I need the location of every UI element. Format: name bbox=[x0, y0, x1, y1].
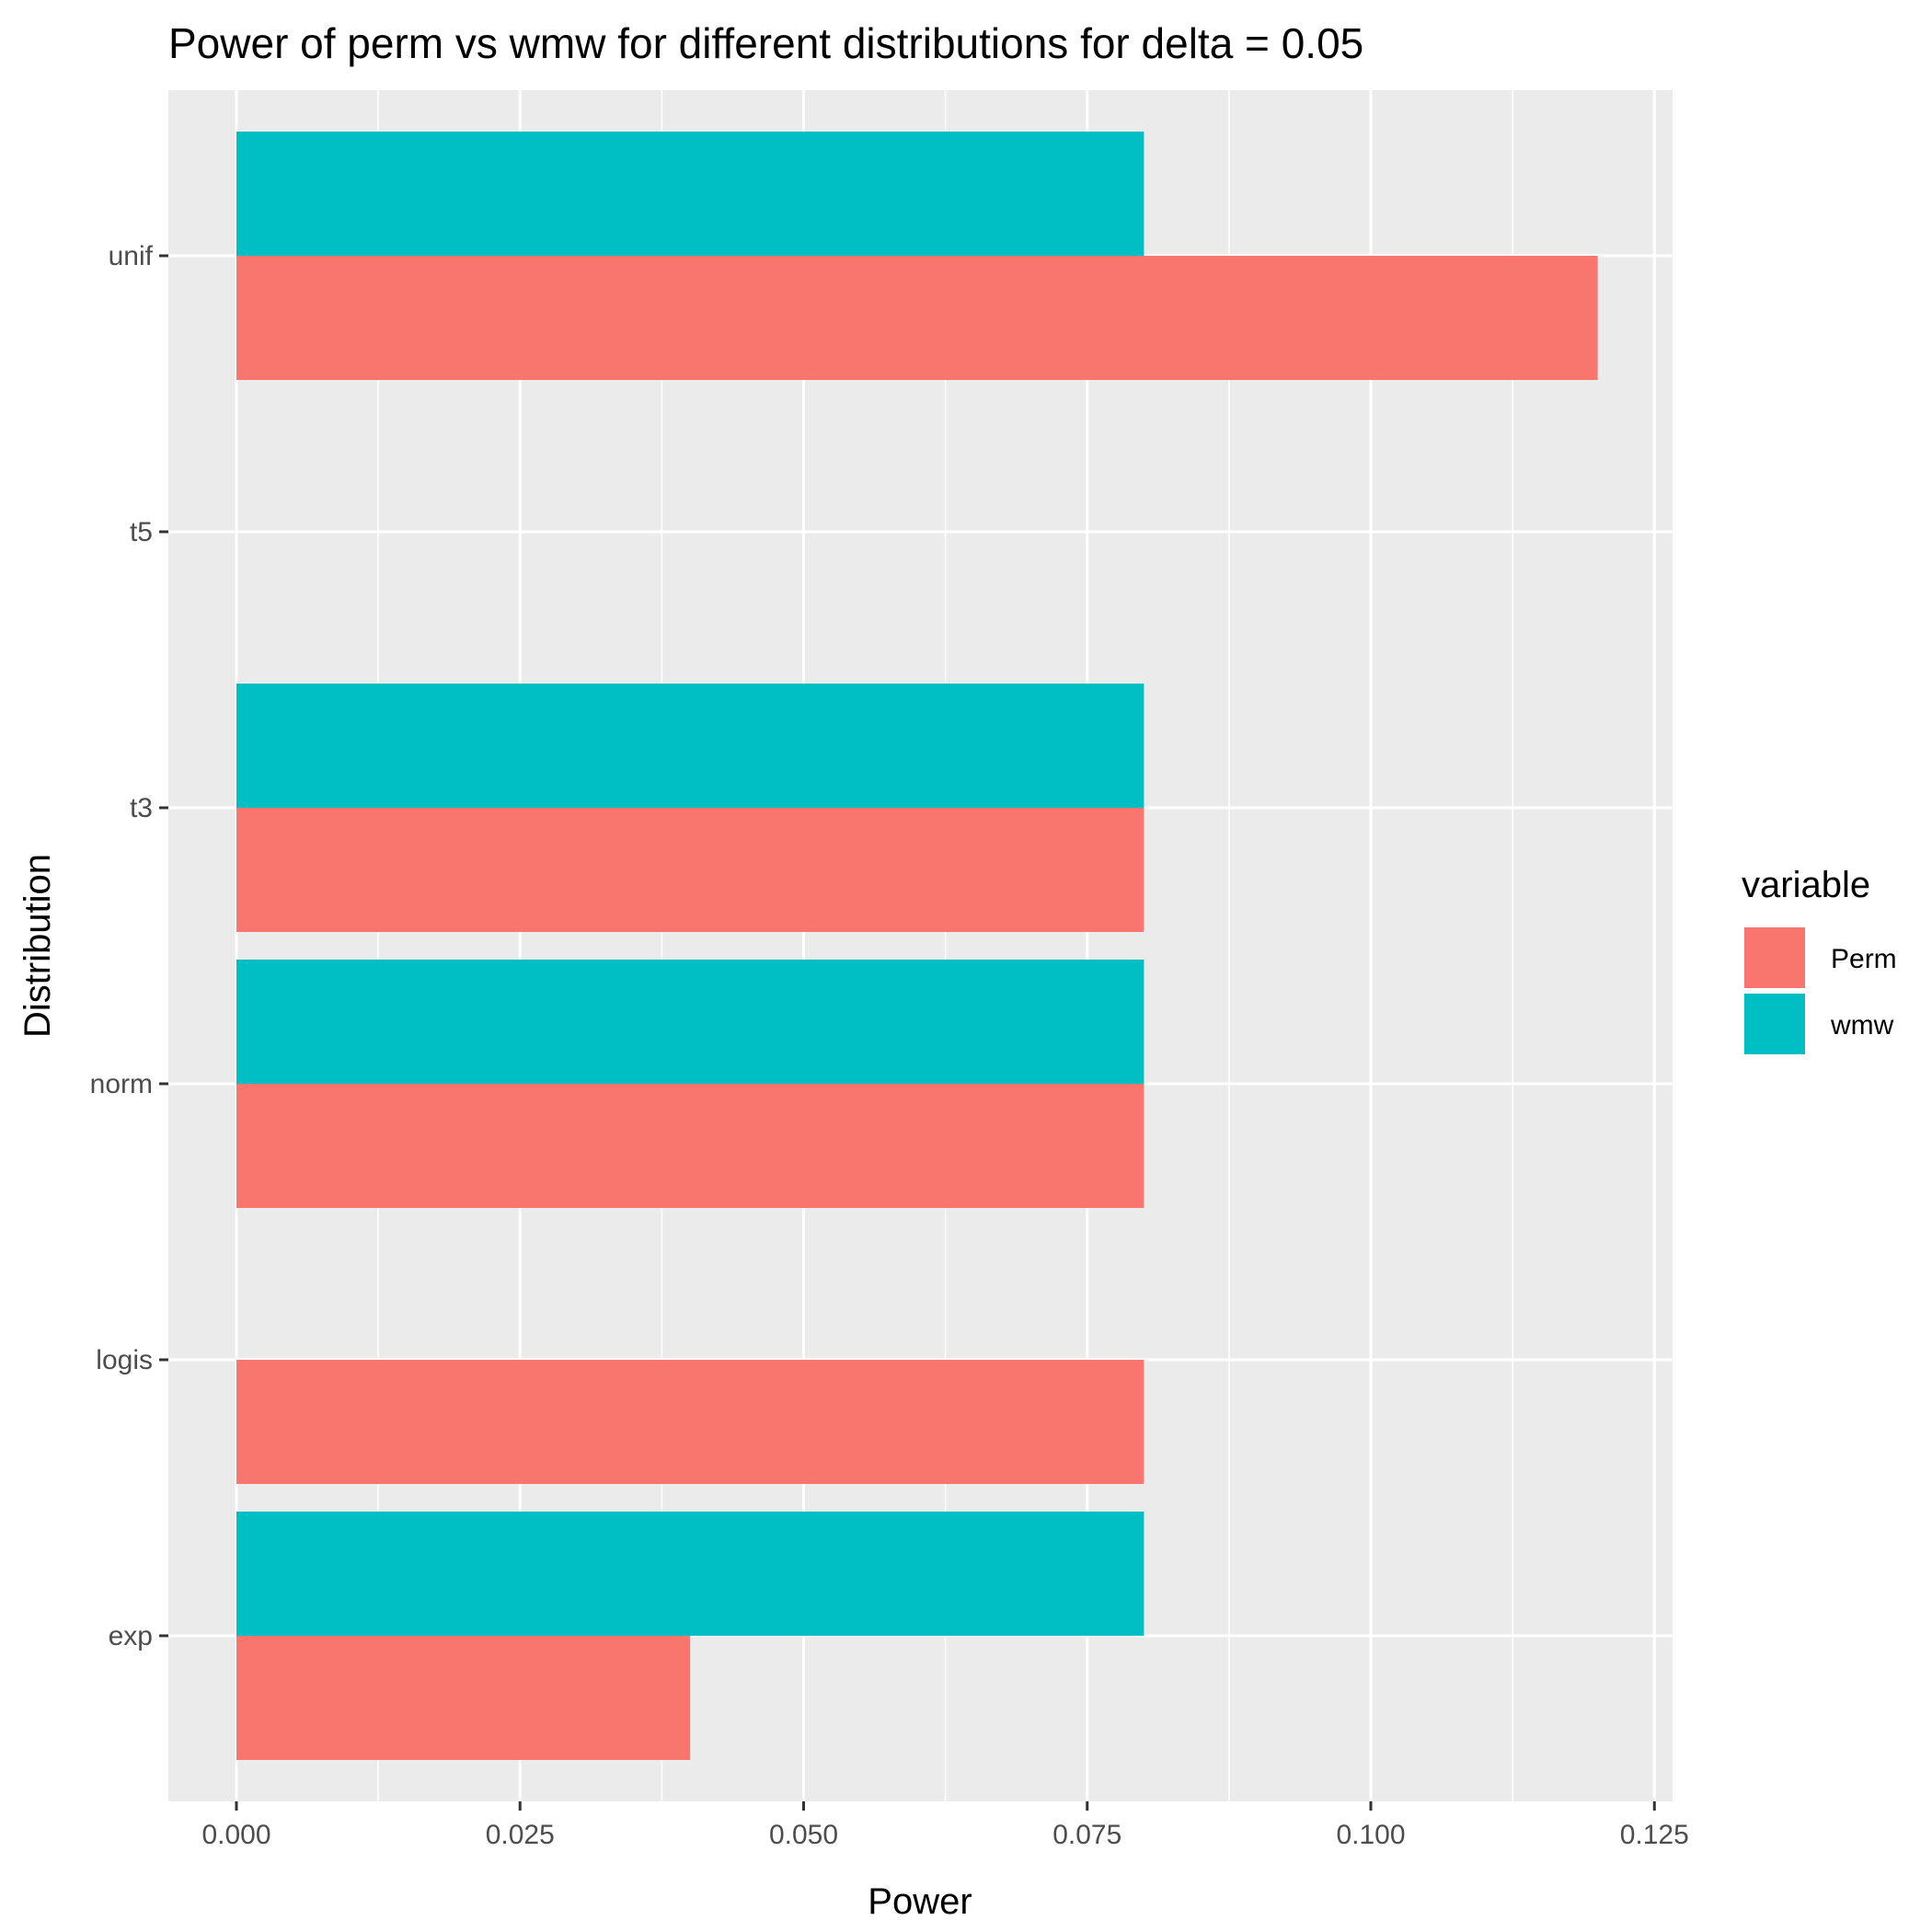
x-tick-label: 0.100 bbox=[1336, 1820, 1405, 1850]
x-tick-label: 0.125 bbox=[1620, 1820, 1689, 1850]
y-axis: exp logis norm t3 t5 unif bbox=[90, 241, 168, 1651]
legend-label: Perm bbox=[1831, 944, 1897, 974]
legend-title: variable bbox=[1742, 865, 1870, 905]
x-tick-label: 0.075 bbox=[1052, 1820, 1121, 1850]
bar-perm-norm bbox=[236, 1084, 1144, 1208]
y-tick-label: t5 bbox=[130, 517, 153, 547]
y-tick-label: t3 bbox=[130, 793, 153, 823]
bar-perm-logis bbox=[236, 1360, 1144, 1484]
bar-perm-exp bbox=[236, 1636, 691, 1760]
bar-wmw-exp bbox=[236, 1512, 1144, 1636]
chart-title: Power of perm vs wmw for different distr… bbox=[168, 19, 1363, 67]
bar-perm-unif bbox=[236, 256, 1598, 380]
bars bbox=[236, 132, 1598, 1760]
y-tick-label: exp bbox=[109, 1621, 153, 1651]
bar-perm-t3 bbox=[236, 808, 1144, 932]
x-tick-label: 0.025 bbox=[486, 1820, 555, 1850]
y-axis-title: Distribution bbox=[17, 854, 58, 1038]
x-tick-label: 0.000 bbox=[201, 1820, 270, 1850]
y-tick-label: logis bbox=[96, 1345, 153, 1375]
y-tick-label: unif bbox=[109, 241, 154, 271]
bar-wmw-norm bbox=[236, 960, 1144, 1084]
x-tick-label: 0.050 bbox=[769, 1820, 838, 1850]
legend-key-wmw bbox=[1744, 994, 1805, 1054]
legend-label: wmw bbox=[1830, 1010, 1894, 1041]
bar-wmw-t3 bbox=[236, 684, 1144, 808]
x-axis: 0.000 0.025 0.050 0.075 0.100 0.125 bbox=[201, 1801, 1689, 1850]
legend: variable Perm wmw bbox=[1742, 865, 1897, 1054]
bar-wmw-unif bbox=[236, 132, 1144, 256]
x-axis-title: Power bbox=[868, 1881, 972, 1922]
legend-key-perm bbox=[1744, 927, 1805, 988]
y-tick-label: norm bbox=[90, 1069, 153, 1099]
